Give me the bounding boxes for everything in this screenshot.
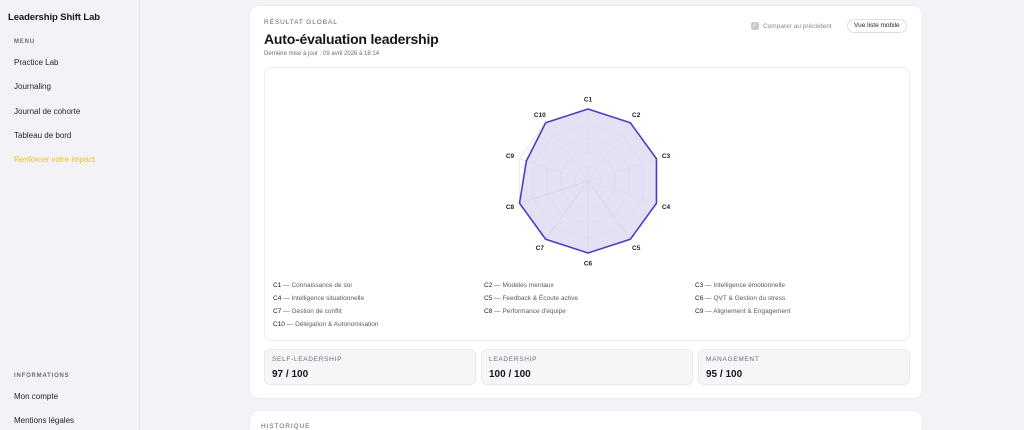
mobile-list-button[interactable]: Vue liste mobile <box>847 19 907 33</box>
chart-legend: C1 — Connaissance de soi C2 — Modèles me… <box>273 282 903 337</box>
radar-axis-label: C6 <box>584 261 593 268</box>
legend-item: C5 — Feedback & Écoute active <box>484 295 578 302</box>
score-card-leadership: LEADERSHIP 100 / 100 <box>481 349 693 385</box>
result-eyebrow: RÉSULTAT GLOBAL <box>264 19 338 26</box>
sidebar: Leadership Shift Lab MENU Practice Lab J… <box>0 0 140 430</box>
legend-item: C8 — Performance d'équipe <box>484 308 566 315</box>
radar-axis-label: C5 <box>632 245 641 252</box>
radar-chart-panel: C1 C2 C3 C4 C5 C6 C7 C8 C9 C10 C1 — Connaissance … <box>264 67 910 341</box>
nav-item-renforcer-impact[interactable]: Renforcer votre impact <box>14 155 95 164</box>
result-card: RÉSULTAT GLOBAL Auto-évaluation leadersh… <box>249 5 923 399</box>
legend-item: C1 — Connaissance de soi <box>273 282 352 289</box>
radar-axis-label: C1 <box>584 97 593 104</box>
radar-chart: C1 C2 C3 C4 C5 C6 C7 C8 C9 C10 <box>506 97 671 268</box>
radar-axis-label: C4 <box>662 204 671 211</box>
radar-axis-label: C10 <box>534 112 546 119</box>
score-value: 97 / 100 <box>272 369 309 380</box>
legend-item: C4 — Intelligence situationnelle <box>273 295 365 302</box>
nav-item-tableau-de-bord[interactable]: Tableau de bord <box>14 131 72 140</box>
score-label: LEADERSHIP <box>489 356 538 363</box>
compare-checkbox[interactable]: ✓ <box>751 22 759 30</box>
nav-item-journal-cohorte[interactable]: Journal de cohorte <box>14 107 81 116</box>
nav-item-journaling[interactable]: Journaling <box>14 82 51 91</box>
radar-axis-label: C2 <box>632 112 641 119</box>
brand-title[interactable]: Leadership Shift Lab <box>8 12 100 23</box>
info-heading: INFORMATIONS <box>14 373 70 379</box>
menu-heading: MENU <box>14 39 35 45</box>
last-updated: Dernière mise à jour : 09 avril 2026 à 1… <box>264 51 380 57</box>
legend-item: C6 — QVT & Gestion du stress <box>695 295 786 302</box>
legend-item: C9 — Alignement & Engagement <box>695 308 791 315</box>
score-value: 100 / 100 <box>489 369 531 380</box>
compare-toggle[interactable]: ✓ Comparer au précédent <box>751 22 832 30</box>
legend-item: C2 — Modèles mentaux <box>484 282 554 289</box>
page-title: Auto-évaluation leadership <box>264 31 439 47</box>
nav-item-practice-lab[interactable]: Practice Lab <box>14 58 59 67</box>
score-label: MANAGEMENT <box>706 356 760 363</box>
radar-axis-label: C7 <box>536 245 545 252</box>
legend-item: C3 — Intelligence émotionnelle <box>695 282 785 289</box>
nav-item-mentions-legales[interactable]: Mentions légales <box>14 416 75 425</box>
history-card: HISTORIQUE <box>249 410 923 430</box>
radar-axis-label: C3 <box>662 153 671 160</box>
compare-label[interactable]: Comparer au précédent <box>763 22 832 30</box>
radar-axis-label: C8 <box>506 204 515 211</box>
score-card-self-leadership: SELF-LEADERSHIP 97 / 100 <box>264 349 476 385</box>
legend-item: C7 — Gestion de conflit <box>273 308 342 315</box>
score-value: 95 / 100 <box>706 369 743 380</box>
radar-series-area <box>518 108 658 254</box>
score-card-management: MANAGEMENT 95 / 100 <box>698 349 910 385</box>
radar-axis-label: C9 <box>506 153 515 160</box>
history-heading: HISTORIQUE <box>261 423 311 430</box>
legend-item: C10 — Délégation & Autonomisation <box>273 321 379 328</box>
score-label: SELF-LEADERSHIP <box>272 356 343 363</box>
nav-item-mon-compte[interactable]: Mon compte <box>14 392 59 401</box>
